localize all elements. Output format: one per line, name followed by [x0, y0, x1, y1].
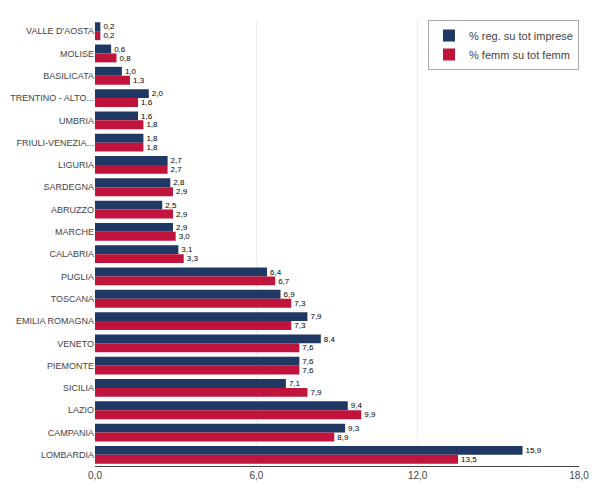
svg-text:PUGLIA: PUGLIA	[61, 272, 94, 282]
svg-text:7,9: 7,9	[310, 388, 322, 397]
svg-text:7,3: 7,3	[294, 321, 306, 330]
svg-text:6,4: 6,4	[270, 268, 282, 277]
svg-text:VENETO: VENETO	[57, 339, 94, 349]
svg-text:7,6: 7,6	[302, 366, 314, 375]
svg-text:0,8: 0,8	[120, 54, 132, 63]
svg-text:1,8: 1,8	[146, 134, 158, 143]
svg-text:13,5: 13,5	[461, 455, 477, 464]
svg-text:9,9: 9,9	[364, 410, 376, 419]
svg-text:12,0: 12,0	[408, 470, 428, 481]
svg-text:1,6: 1,6	[141, 112, 153, 121]
svg-text:2,9: 2,9	[176, 210, 188, 219]
svg-text:3,0: 3,0	[179, 232, 191, 241]
svg-text:0,0: 0,0	[88, 470, 102, 481]
svg-text:6,0: 6,0	[249, 470, 263, 481]
svg-text:ABRUZZO: ABRUZZO	[51, 205, 94, 215]
svg-text:1,8: 1,8	[146, 120, 158, 129]
svg-text:% reg. su tot imprese: % reg. su tot imprese	[469, 30, 573, 42]
svg-text:2,8: 2,8	[173, 178, 185, 187]
svg-text:9,4: 9,4	[351, 401, 363, 410]
svg-text:1,0: 1,0	[125, 67, 137, 76]
svg-text:CAMPANIA: CAMPANIA	[48, 428, 94, 438]
svg-text:18,0: 18,0	[569, 470, 589, 481]
svg-text:2,9: 2,9	[176, 223, 188, 232]
svg-text:SARDEGNA: SARDEGNA	[43, 182, 94, 192]
svg-text:TOSCANA: TOSCANA	[51, 294, 94, 304]
svg-text:VALLE D'AOSTA: VALLE D'AOSTA	[26, 26, 94, 36]
svg-text:15,9: 15,9	[526, 446, 542, 455]
svg-text:0,2: 0,2	[103, 22, 115, 31]
svg-text:3,3: 3,3	[187, 254, 199, 263]
svg-text:LAZIO: LAZIO	[68, 405, 94, 415]
svg-text:0,6: 0,6	[114, 45, 126, 54]
svg-text:TRENTINO - ALTO...: TRENTINO - ALTO...	[10, 93, 94, 103]
svg-text:3,1: 3,1	[181, 245, 193, 254]
svg-text:9,3: 9,3	[348, 424, 360, 433]
svg-text:2,0: 2,0	[152, 89, 164, 98]
svg-text:LOMBARDIA: LOMBARDIA	[41, 450, 94, 460]
svg-text:1,6: 1,6	[141, 98, 153, 107]
svg-text:8,4: 8,4	[324, 335, 336, 344]
svg-text:7,1: 7,1	[289, 379, 301, 388]
svg-text:1,3: 1,3	[133, 76, 145, 85]
svg-text:6,7: 6,7	[278, 277, 290, 286]
svg-text:2,7: 2,7	[171, 156, 183, 165]
svg-text:SICILIA: SICILIA	[63, 383, 94, 393]
svg-text:UMBRIA: UMBRIA	[59, 116, 94, 126]
svg-text:1,8: 1,8	[146, 143, 158, 152]
svg-text:7,3: 7,3	[294, 299, 306, 308]
svg-text:BASILICATA: BASILICATA	[43, 71, 94, 81]
svg-text:6,9: 6,9	[284, 290, 296, 299]
svg-text:MARCHE: MARCHE	[55, 227, 94, 237]
svg-text:2,5: 2,5	[165, 201, 177, 210]
svg-text:2,7: 2,7	[171, 165, 183, 174]
svg-text:CALABRIA: CALABRIA	[49, 249, 94, 259]
svg-text:FRIULI-VENEZIA...: FRIULI-VENEZIA...	[16, 138, 94, 148]
svg-text:7,9: 7,9	[310, 312, 322, 321]
svg-text:0,2: 0,2	[103, 31, 115, 40]
svg-text:7,6: 7,6	[302, 343, 314, 352]
svg-text:8,9: 8,9	[337, 433, 349, 442]
svg-text:2,9: 2,9	[176, 187, 188, 196]
svg-text:% femm su tot femm: % femm su tot femm	[469, 49, 570, 61]
svg-text:7,6: 7,6	[302, 357, 314, 366]
svg-text:LIGURIA: LIGURIA	[58, 160, 94, 170]
svg-text:EMILIA ROMAGNA: EMILIA ROMAGNA	[16, 316, 94, 326]
svg-text:PIEMONTE: PIEMONTE	[47, 361, 94, 371]
svg-text:MOLISE: MOLISE	[60, 49, 94, 59]
